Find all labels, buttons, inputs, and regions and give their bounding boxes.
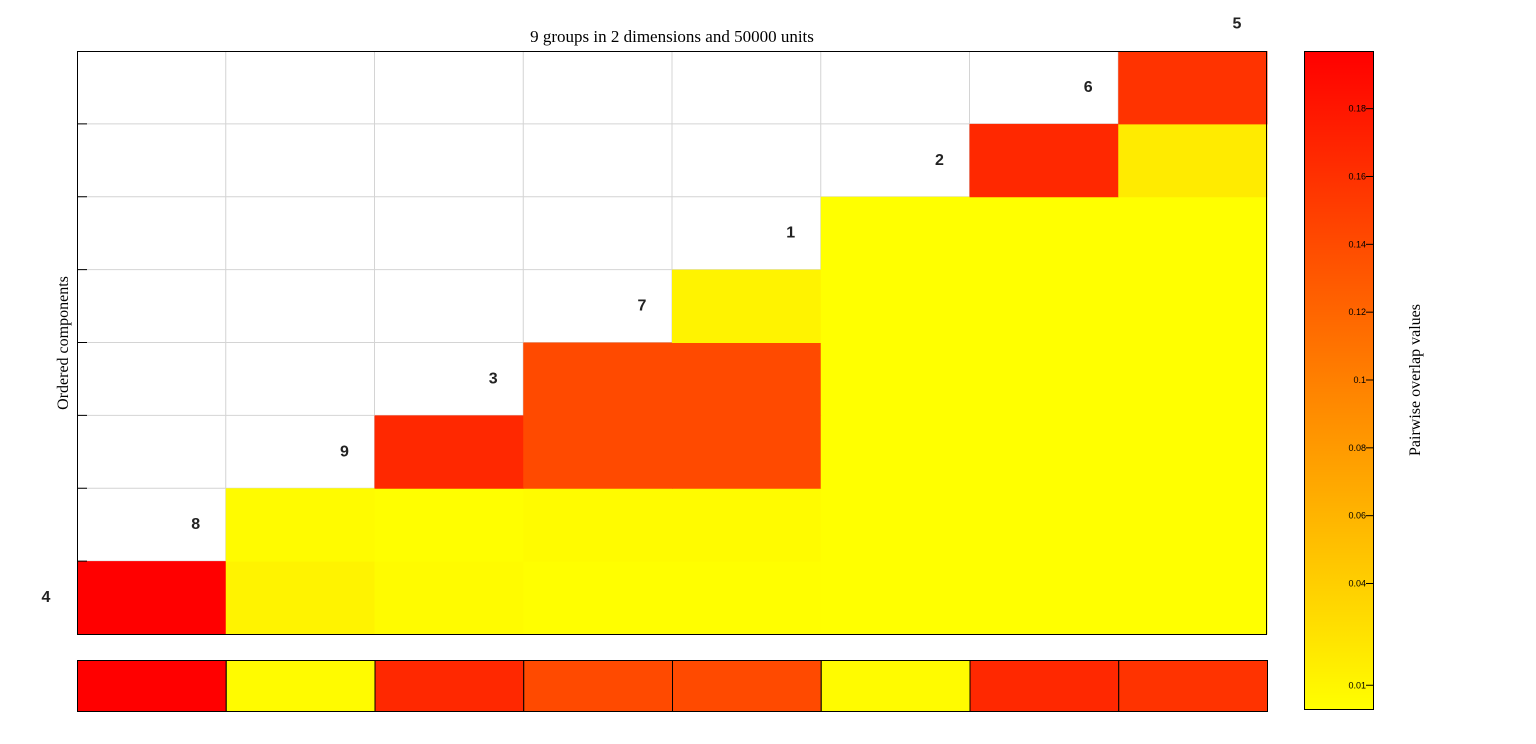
heatmap-cell <box>672 488 822 562</box>
strip-cell <box>523 660 673 712</box>
heatmap-cell <box>820 196 970 271</box>
heatmap-cell <box>374 415 524 489</box>
heatmap-cell <box>820 269 970 343</box>
strip-cell <box>969 660 1120 712</box>
group-label: 6 <box>1084 79 1093 96</box>
colorbar <box>1304 51 1374 710</box>
heatmap-cell <box>1118 123 1268 198</box>
colorbar-tick-label: 0.04 <box>1348 579 1366 589</box>
colorbar-tick-label: 0.14 <box>1348 239 1366 249</box>
heatmap-cell <box>672 561 822 635</box>
group-label: 9 <box>340 443 349 460</box>
heatmap-cell <box>969 123 1119 198</box>
heatmap-cell <box>523 342 673 416</box>
group-label: 5 <box>1233 16 1242 33</box>
strip-cell <box>820 660 971 712</box>
strip-cell <box>672 660 822 712</box>
heatmap-cell <box>820 488 970 562</box>
heatmap-cell <box>969 342 1119 416</box>
strip-cell <box>225 660 376 712</box>
y-axis-ticks <box>77 123 87 562</box>
heatmap-cell <box>1118 561 1268 635</box>
heatmap-cell <box>77 561 227 635</box>
y-axis-label: Ordered components <box>55 276 72 410</box>
strip-cell <box>1118 660 1268 712</box>
heatmap-cell <box>374 488 524 562</box>
colorbar-tick-label: 0.08 <box>1348 443 1366 453</box>
heatmap-cell <box>523 561 673 635</box>
strip-cell <box>374 660 525 712</box>
chart-title: 9 groups in 2 dimensions and 50000 units <box>530 27 814 46</box>
heatmap-cell <box>820 561 970 635</box>
group-label: 7 <box>638 298 647 315</box>
heatmap-cell <box>1118 51 1268 125</box>
group-label: 4 <box>42 589 51 606</box>
heatmap-cell <box>820 415 970 489</box>
heatmap-cell <box>374 561 524 635</box>
group-labels: 4 8 9 3 7 1 2 6 5 <box>42 16 1242 607</box>
heatmap-cell <box>1118 415 1268 489</box>
heatmap-cell <box>1118 488 1268 562</box>
colorbar-tick-label: 0.1 <box>1353 375 1366 385</box>
heatmap-cell <box>225 488 375 562</box>
heatmap-cell <box>672 415 822 489</box>
heatmap-cell <box>1118 196 1268 271</box>
heatmap-cell <box>225 561 375 635</box>
heatmap-cell <box>820 342 970 416</box>
heatmap-cell <box>969 561 1119 635</box>
heatmap-cell <box>969 415 1119 489</box>
group-label: 8 <box>191 516 200 533</box>
heatmap-cell <box>672 342 822 416</box>
heatmap-cell <box>1118 342 1268 416</box>
heatmap-cell <box>969 196 1119 271</box>
strip-cell <box>77 660 227 712</box>
colorbar-tick-label: 0.16 <box>1348 171 1366 181</box>
heatmap-cell <box>969 488 1119 562</box>
colorbar-tick-label: 0.18 <box>1348 104 1366 114</box>
heatmap-cell <box>523 488 673 562</box>
bottom-color-strip <box>77 660 1268 712</box>
group-label: 1 <box>786 225 795 242</box>
colorbar-tick-label: 0.12 <box>1348 307 1366 317</box>
group-label: 3 <box>489 370 498 387</box>
heatmap-cell <box>1118 269 1268 343</box>
heatmap-cells <box>77 51 1268 635</box>
group-label: 2 <box>935 152 944 169</box>
heatmap-cell <box>523 415 673 489</box>
colorbar-tick-label: 0.06 <box>1348 511 1366 521</box>
heatmap-cell <box>672 269 822 343</box>
colorbar-tick-label: 0.01 <box>1348 680 1366 690</box>
colorbar-ticks: 0.01 0.04 0.06 0.08 0.1 0.12 0.14 0.16 0.18 <box>1348 104 1374 690</box>
heatmap-cell <box>969 269 1119 343</box>
colorbar-label: Pairwise overlap values <box>1407 304 1424 456</box>
